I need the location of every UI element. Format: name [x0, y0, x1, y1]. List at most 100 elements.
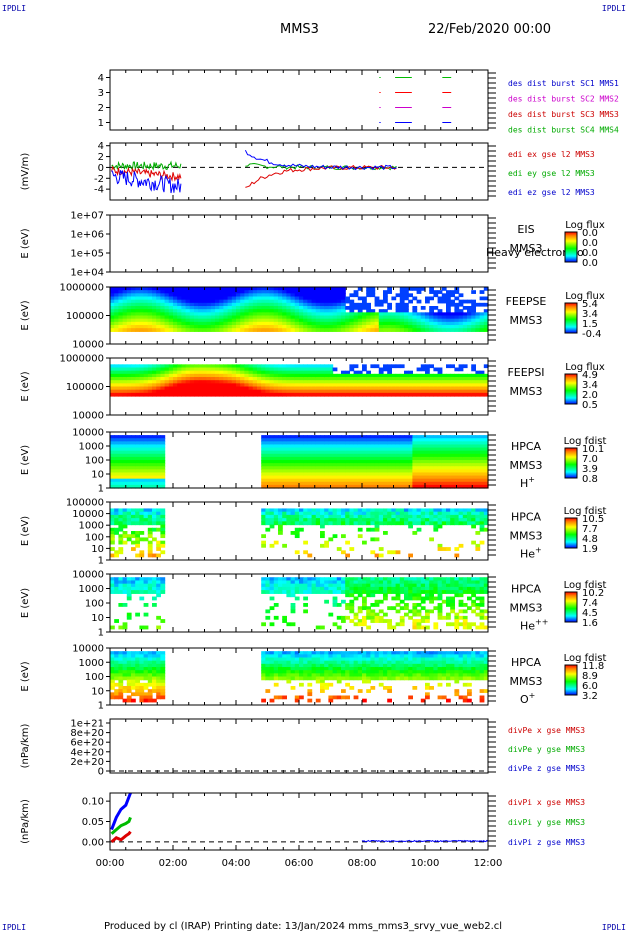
spectrogram-cell	[320, 508, 325, 513]
spectrogram-cell	[458, 599, 464, 604]
spectrogram-cell	[135, 383, 140, 388]
spectrogram-cell	[114, 438, 119, 442]
spectrogram-cell	[345, 450, 350, 455]
spectrogram-cell	[131, 667, 136, 671]
spectrogram-cell	[437, 586, 443, 591]
spectrogram-cell	[311, 302, 317, 307]
spectrogram-cell	[181, 299, 187, 304]
spectrogram-cell	[164, 389, 170, 394]
spectrogram-cell	[248, 287, 254, 291]
spectrogram-cell	[433, 453, 439, 458]
spectrogram-cell	[110, 657, 115, 662]
spectrogram-cell	[299, 456, 304, 461]
spectrogram-cell	[177, 377, 182, 381]
spectrogram-cell	[408, 328, 413, 332]
spectrogram-cell	[370, 478, 376, 483]
spectrogram-cell	[164, 306, 170, 310]
spectrogram-cell	[147, 654, 153, 659]
instrument-label: FEEPSI	[507, 366, 544, 379]
spectrogram-cell	[156, 511, 161, 516]
spectrogram-cell	[110, 695, 115, 700]
spectrogram-cell	[471, 377, 476, 381]
spectrogram-cell	[114, 306, 119, 310]
spectrogram-cell	[311, 321, 317, 326]
spectrogram-cell	[122, 481, 128, 486]
spectrogram-cell	[349, 373, 355, 378]
spectrogram-cell	[450, 508, 455, 513]
spectrogram-cell	[152, 383, 157, 388]
legend-entry: edi ey gse l2 MMS3	[508, 169, 595, 178]
spectrogram-cell	[231, 321, 237, 326]
colorbar-title: Log flux	[565, 362, 605, 373]
spectrogram-cell	[383, 514, 388, 519]
spectrogram-cell	[290, 460, 296, 464]
spectrogram-cell	[387, 321, 392, 326]
spectrogram-cell	[185, 315, 191, 320]
spectrogram-cell	[202, 380, 208, 384]
spectrogram-cell	[370, 441, 376, 446]
spectrogram-cell	[341, 435, 346, 439]
y-tick-label: 1000000	[59, 283, 104, 294]
spectrogram-cell	[378, 373, 384, 378]
spectrogram-cell	[135, 315, 140, 320]
spectrogram-cell	[206, 370, 212, 375]
spectrogram-cell	[114, 290, 119, 294]
spectrogram-cell	[294, 447, 300, 452]
spectrogram-cell	[177, 383, 182, 388]
spectrogram-cell	[110, 466, 115, 470]
spectrogram-cell	[168, 315, 174, 320]
spectrogram-cell	[152, 293, 157, 298]
spectrogram-cell	[177, 296, 182, 301]
colorbar-tick-label: 3.4	[582, 380, 598, 391]
spectrogram-cell	[307, 318, 313, 323]
spectrogram-cell	[336, 296, 342, 301]
spectrogram-cell	[231, 325, 237, 329]
spectrogram-cell	[143, 692, 149, 697]
spectrogram-cell	[114, 469, 119, 474]
spectrogram-cell	[328, 586, 334, 591]
spectrogram-cell	[446, 511, 451, 516]
spectrogram-cell	[135, 389, 140, 394]
spectrogram-cell	[173, 321, 178, 326]
spectrogram-cell	[374, 389, 380, 394]
spectrogram-cell	[345, 306, 350, 310]
spectrogram-cell	[110, 673, 115, 678]
spectrogram-cell	[458, 386, 464, 391]
spectrogram-cell	[244, 293, 250, 298]
spectrogram-cell	[341, 583, 346, 588]
spectrogram-cell	[408, 370, 413, 375]
spectrogram-cell	[126, 370, 132, 375]
spectrogram-cell	[261, 583, 266, 588]
spectrogram-cell	[404, 463, 409, 467]
spectrogram-cell	[370, 315, 376, 320]
spectrogram-cell	[467, 590, 472, 594]
spectrogram-cell	[450, 472, 455, 477]
spectrogram-cell	[450, 447, 455, 452]
spectrogram-cell	[126, 521, 132, 526]
spectrogram-cell	[336, 306, 342, 310]
spectrogram-cell	[370, 603, 376, 607]
spectrogram-cell	[357, 456, 363, 461]
spectrogram-cell	[118, 514, 124, 519]
spectrogram-cell	[261, 290, 266, 294]
spectrogram-cell	[286, 364, 292, 369]
spectrogram-cell	[257, 377, 262, 381]
spectrogram-cell	[441, 450, 447, 455]
spectrogram-cell	[265, 508, 271, 513]
spectrogram-cell	[278, 328, 283, 332]
spectrogram-cell	[185, 296, 191, 301]
spectrogram-cell	[399, 577, 405, 582]
spectrogram-cell	[475, 590, 481, 594]
spectrogram-cell	[311, 328, 317, 332]
spectrogram-cell	[311, 577, 317, 582]
spectrogram-cell	[454, 583, 460, 588]
spectrogram-cell	[269, 389, 275, 394]
spectrogram-cell	[324, 302, 329, 307]
spectrogram-cell	[173, 296, 178, 301]
spectrogram-cell	[420, 466, 426, 470]
spectrogram-cell	[336, 453, 342, 458]
spectrogram-cell	[362, 514, 367, 519]
spectrogram-cell	[467, 315, 472, 320]
spectrogram-cell	[378, 514, 384, 519]
spectrogram-cell	[282, 511, 287, 516]
